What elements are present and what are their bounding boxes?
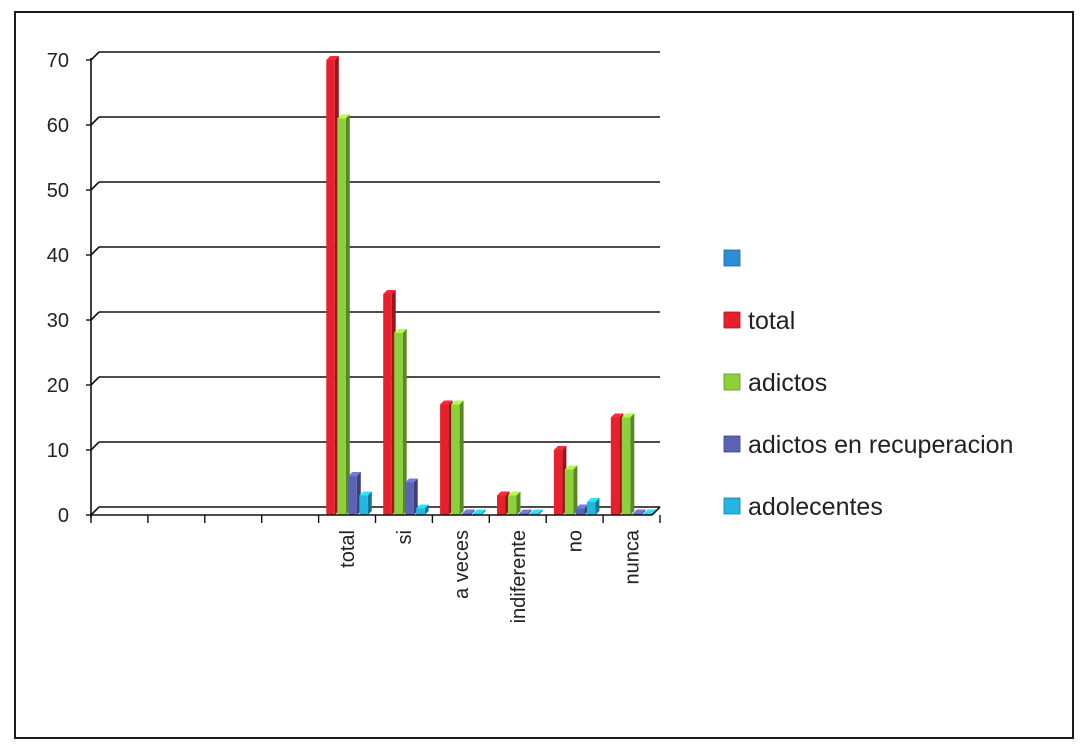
gridline-diag — [90, 376, 100, 386]
bar-side — [470, 509, 475, 515]
bar — [575, 508, 585, 515]
bar — [440, 404, 449, 515]
y-tick-label: 60 — [47, 115, 69, 137]
bar — [383, 294, 392, 515]
bar — [553, 450, 563, 515]
bar-top — [530, 509, 543, 514]
bar-side — [516, 491, 521, 515]
bar-side — [413, 478, 418, 515]
bar-top — [473, 509, 486, 514]
legend-swatch — [723, 373, 741, 391]
bar-side — [595, 498, 600, 515]
bar — [326, 60, 335, 515]
legend-label: total — [748, 307, 795, 335]
legend-swatch — [723, 497, 741, 515]
axes — [90, 58, 661, 523]
bar — [586, 502, 596, 515]
bar-top — [394, 329, 407, 333]
bar-side — [367, 491, 372, 515]
x-axis-depth — [651, 506, 661, 516]
legend-label: adictos en recuperacion — [748, 431, 1013, 459]
bar — [394, 333, 403, 515]
x-tick-label: si — [394, 530, 416, 544]
bar-top — [440, 400, 453, 405]
bar-top — [462, 509, 475, 514]
bar — [564, 469, 574, 515]
bar-top — [575, 504, 589, 509]
bar-top — [348, 472, 361, 476]
bar-side — [538, 509, 543, 515]
bar — [508, 495, 517, 515]
bar-top — [405, 478, 418, 483]
bar — [359, 495, 368, 515]
chart-frame — [14, 11, 1074, 739]
gridline-diag — [90, 181, 100, 191]
bar — [497, 495, 506, 515]
gridline-diag — [90, 506, 100, 516]
bar-top — [497, 491, 510, 496]
bar-top — [586, 498, 600, 502]
bar-side — [481, 509, 486, 515]
gridlines — [90, 51, 660, 516]
bar-top — [337, 114, 350, 119]
bar-top — [383, 290, 396, 294]
bar-top — [553, 446, 567, 450]
bar-side — [527, 509, 532, 515]
bar-top — [621, 413, 635, 418]
x-tick-label: total — [337, 530, 359, 568]
y-tick-label: 50 — [47, 180, 69, 202]
bar — [348, 476, 357, 515]
bar-top — [451, 400, 464, 405]
legend: total adictos adictos en recuperacion adole… — [723, 249, 1013, 521]
bar — [621, 417, 631, 515]
bar-top — [632, 509, 646, 514]
bar-side — [641, 509, 646, 515]
bar-top — [519, 509, 532, 514]
bar-side — [402, 329, 407, 515]
y-tick-label: 0 — [58, 505, 69, 527]
gridline-diag — [90, 441, 100, 451]
bar-top — [508, 491, 521, 496]
bar-top — [564, 465, 578, 470]
bar-side — [424, 504, 429, 515]
legend-label: adictos — [748, 369, 827, 397]
bar-top — [610, 413, 624, 418]
bar — [416, 508, 425, 515]
bar-side — [345, 114, 350, 515]
y-tick-label: 20 — [47, 375, 69, 397]
gridline-diag — [90, 246, 100, 256]
legend-swatch — [723, 435, 741, 453]
legend-swatch — [723, 311, 741, 329]
gridline-diag — [90, 51, 100, 61]
bar-side — [459, 400, 464, 515]
bars — [326, 56, 657, 515]
x-tick-label: no — [565, 530, 587, 552]
y-tick-label: 30 — [47, 310, 69, 332]
legend-label: adolecentes — [748, 493, 883, 521]
x-axis-labels: total si a veces indiferente no nunca — [337, 529, 644, 623]
bar — [451, 404, 460, 515]
bar-top — [359, 491, 372, 496]
bar-top — [643, 509, 657, 514]
bar — [337, 118, 346, 515]
legend-swatch — [723, 249, 741, 267]
y-tick-label: 40 — [47, 245, 69, 267]
bar-top — [326, 56, 339, 60]
gridline-diag — [90, 311, 100, 321]
gridline-diag — [90, 116, 100, 126]
bar — [610, 417, 620, 515]
x-tick-label: nunca — [622, 529, 644, 584]
bar — [405, 482, 414, 515]
bar-side — [573, 465, 578, 515]
y-tick-label: 10 — [47, 440, 69, 462]
y-tick-label: 70 — [47, 50, 69, 72]
bar-top — [416, 504, 429, 509]
bar-side — [630, 413, 635, 515]
y-axis-ticks: 0 10 20 30 40 50 60 70 — [47, 50, 91, 527]
x-tick-label: indiferente — [508, 530, 530, 623]
x-tick-label: a veces — [451, 530, 473, 599]
